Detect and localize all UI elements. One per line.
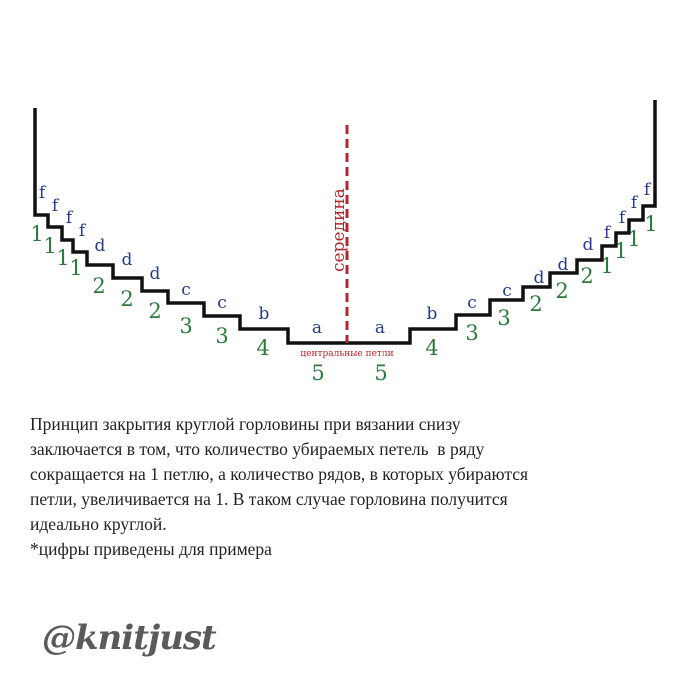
stitch-group-label: f (79, 221, 87, 241)
stitch-group-label: f (644, 180, 652, 200)
stitch-group-label: d (583, 235, 594, 255)
stitch-group-label: d (150, 264, 161, 284)
stitch-group-label: f (604, 223, 612, 243)
stitch-group-label: f (52, 196, 60, 216)
stitch-group-label: c (467, 293, 477, 313)
row-count-label: 1 (644, 212, 657, 236)
stitch-group-label: c (217, 293, 227, 313)
row-count-label: 3 (497, 306, 510, 330)
stitch-group-label: d (558, 255, 569, 275)
stitch-group-label: d (95, 236, 106, 256)
stitch-group-label: b (427, 304, 438, 324)
stitch-group-label: f (631, 193, 639, 213)
stitch-group-label: f (39, 183, 47, 203)
stitch-group-label: a (375, 318, 385, 338)
row-count-label: 4 (425, 336, 438, 360)
row-count-label: 1 (627, 227, 640, 251)
stitch-group-label: a (312, 318, 322, 338)
stitch-group-label: d (534, 268, 545, 288)
central-stitches-label: центральные петли (300, 349, 393, 359)
row-count-label: 2 (120, 287, 133, 311)
description-line: заключается в том, что количество убирае… (30, 439, 485, 459)
logo-watermark: @knitjust (42, 618, 217, 658)
row-count-label: 2 (92, 274, 105, 298)
stitch-group-label: f (619, 208, 627, 228)
description-line: *цифры приведены для примера (30, 539, 272, 559)
stitch-group-label: f (66, 208, 74, 228)
description-line: сокращается на 1 петлю, а количество ряд… (30, 464, 529, 484)
row-count-label: 4 (256, 336, 269, 360)
left-neckline-steps (33, 108, 347, 345)
row-count-label: 1 (69, 256, 82, 280)
right-neckline-steps (347, 100, 657, 345)
description-line: Принцип закрытия круглой горловины при в… (30, 414, 461, 434)
row-count-label: 1 (43, 234, 56, 258)
stitch-group-label: d (122, 250, 133, 270)
row-count-label: 1 (56, 246, 69, 270)
row-count-label: 2 (148, 299, 161, 323)
stitch-group-label: c (502, 281, 512, 301)
row-count-label: 1 (600, 254, 613, 278)
row-count-label: 2 (529, 292, 542, 316)
row-count-label: 2 (555, 279, 568, 303)
row-count-label: 3 (179, 314, 192, 338)
description: Принцип закрытия круглой горловины при в… (30, 412, 680, 562)
description-line: идеально круглой. (30, 514, 167, 534)
description-line: петли, увеличивается на 1. В таком случа… (30, 489, 508, 509)
stitch-group-label: c (181, 280, 191, 300)
row-count-label: 5 (311, 361, 324, 385)
row-count-label: 5 (374, 361, 387, 385)
center-label: середина (329, 188, 349, 272)
row-count-label: 3 (465, 321, 478, 345)
row-count-label: 1 (30, 222, 43, 246)
stitch-group-label: b (259, 304, 270, 324)
row-count-label: 3 (215, 324, 228, 348)
row-count-label: 2 (580, 264, 593, 288)
row-count-label: 1 (614, 239, 627, 263)
